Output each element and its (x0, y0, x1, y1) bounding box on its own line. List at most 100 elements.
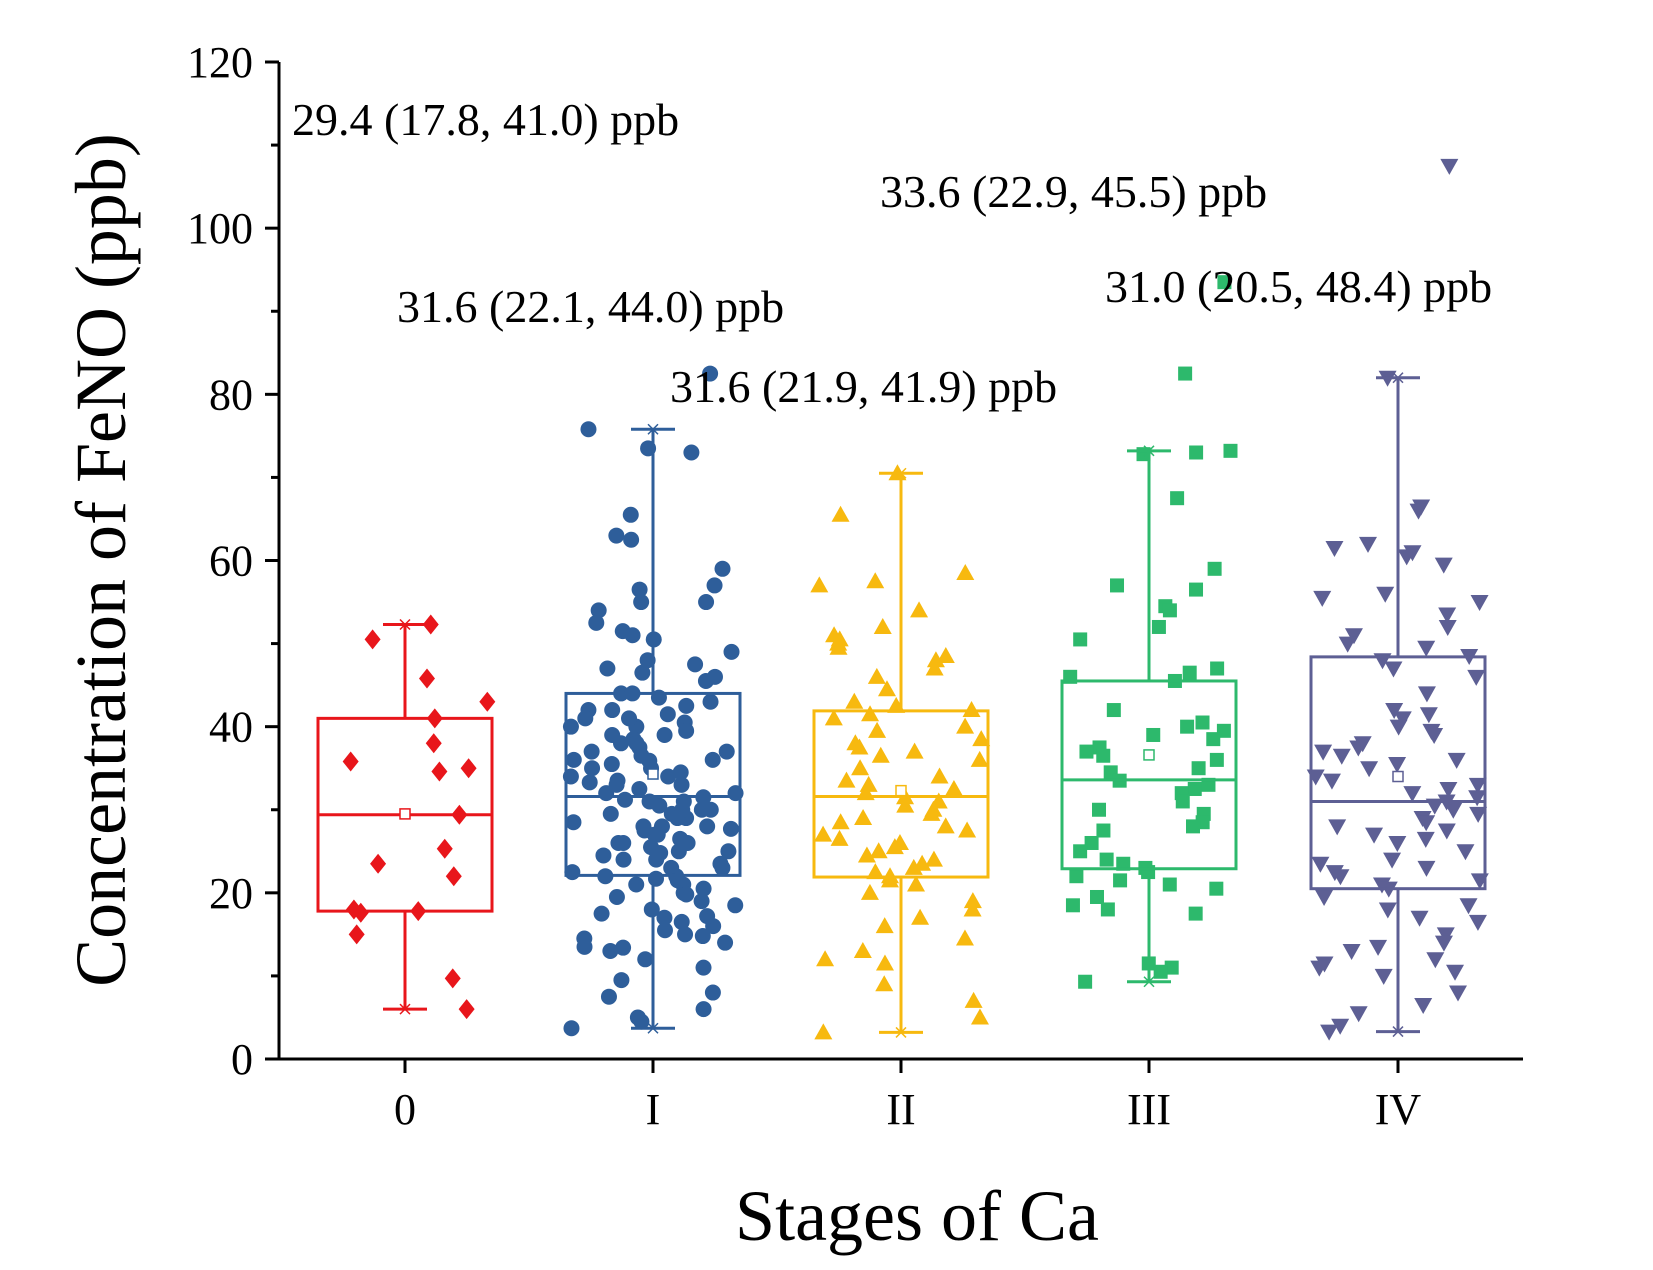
extreme-marker (1143, 976, 1155, 988)
data-point (885, 838, 904, 855)
data-point (678, 697, 695, 714)
y-tick-label: 80 (209, 370, 253, 419)
data-point (1170, 491, 1185, 506)
data-point (656, 909, 673, 926)
data-point (1210, 661, 1225, 676)
data-point (1468, 790, 1487, 807)
data-point (616, 791, 633, 808)
data-point (851, 759, 870, 776)
data-point (1338, 636, 1357, 653)
data-point (1397, 549, 1416, 566)
data-point (956, 563, 975, 580)
extreme-marker (1143, 445, 1155, 457)
data-point (1438, 607, 1457, 624)
data-point (599, 660, 616, 677)
data-point (593, 905, 610, 922)
data-point (695, 880, 712, 897)
data-point (1328, 819, 1347, 836)
x-tick-label: II (886, 1085, 915, 1134)
data-point (1468, 914, 1487, 931)
iqr-box (1309, 655, 1487, 891)
extreme-marker (399, 618, 411, 631)
data-point (896, 796, 915, 813)
data-point (1073, 632, 1088, 647)
data-point (1374, 968, 1393, 985)
data-point (922, 804, 941, 821)
data-point (479, 691, 496, 712)
data-point (1207, 561, 1222, 576)
data-point (1437, 823, 1456, 840)
extreme-marker (895, 467, 907, 479)
data-point (697, 672, 714, 689)
data-point (699, 818, 716, 835)
data-point (972, 730, 991, 747)
data-point (1349, 1006, 1368, 1023)
data-point (674, 801, 691, 818)
y-tick-label: 100 (187, 204, 253, 253)
data-point (1376, 586, 1395, 603)
data-point (854, 809, 873, 826)
data-point (1153, 964, 1168, 979)
data-point (602, 805, 619, 822)
data-point (1403, 786, 1422, 803)
data-point (1209, 881, 1224, 896)
iqr-box (1060, 679, 1238, 871)
data-point (1414, 997, 1433, 1014)
data-point (1313, 590, 1332, 607)
data-point (962, 701, 981, 718)
data-point (1470, 595, 1489, 612)
data-point (1439, 781, 1458, 798)
data-point (1069, 869, 1084, 884)
x-tick-label: I (646, 1085, 661, 1134)
data-point (1417, 860, 1436, 877)
data-point (866, 572, 885, 589)
data-point (1110, 578, 1125, 593)
data-point (1151, 619, 1166, 634)
data-point (1189, 445, 1204, 460)
annotations-layer: 29.4 (17.8, 41.0) ppb 31.6 (22.1, 44.0) p… (292, 94, 1492, 412)
data-point (861, 705, 880, 722)
data-point (624, 627, 641, 644)
data-point (1217, 275, 1232, 290)
data-point (955, 929, 974, 946)
data-point (1469, 806, 1488, 823)
data-point (699, 908, 716, 925)
data-point (871, 746, 890, 763)
y-axis-title: Concentration of FeNO (ppb) (61, 133, 141, 987)
data-point (907, 875, 926, 892)
data-point (678, 722, 695, 739)
data-point (963, 900, 982, 917)
data-point (873, 617, 892, 634)
median-iqr-annotation: 33.6 (22.9, 45.5) ppb (880, 166, 1267, 217)
data-point (659, 706, 676, 723)
boxes-layer (316, 372, 1487, 1038)
data-point (1113, 873, 1128, 888)
data-point (660, 768, 677, 785)
data-point (702, 693, 719, 710)
data-point (1182, 665, 1197, 680)
data-point (652, 844, 669, 861)
data-point (1079, 744, 1094, 759)
data-point (1178, 366, 1193, 381)
data-point (1358, 536, 1377, 553)
x-tick-label: 0 (394, 1085, 416, 1134)
x-tick-label: IV (1375, 1085, 1422, 1134)
data-point (1436, 927, 1455, 944)
data-point (1349, 740, 1368, 757)
data-point (1325, 541, 1344, 558)
data-point (635, 818, 652, 835)
data-point (853, 941, 872, 958)
data-point (1468, 777, 1487, 794)
data-point (1447, 752, 1466, 769)
data-point (425, 733, 442, 754)
data-point (727, 897, 744, 914)
data-point (963, 892, 982, 909)
data-point (1092, 802, 1107, 817)
data-point (926, 651, 945, 668)
data-point (702, 365, 719, 382)
data-point (816, 950, 835, 967)
mean-marker (647, 768, 659, 780)
data-point (831, 813, 850, 830)
data-point (1416, 831, 1435, 848)
data-point (1206, 732, 1221, 747)
